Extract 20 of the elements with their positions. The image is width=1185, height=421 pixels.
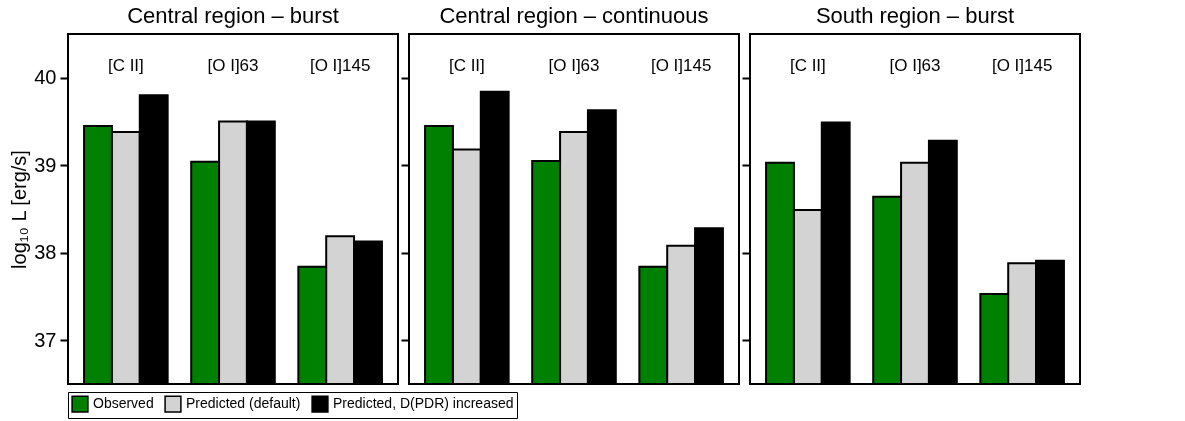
x-tick-label: [O I]63: [889, 55, 941, 75]
chart-title: Central region – continuous: [439, 3, 709, 28]
x-tick-label: [O I]63: [207, 55, 259, 75]
x-tick-label: [O I]145: [309, 55, 371, 75]
legend-label: Observed: [93, 395, 154, 412]
x-tick-label: [O I]145: [650, 55, 712, 75]
y-axis-title: log₁₀ L [erg/s]: [8, 150, 31, 269]
y-tick-label: 40: [34, 66, 57, 89]
x-tick-label: [C II]: [448, 55, 485, 75]
x-tick-label: [C II]: [107, 55, 144, 75]
legend-label: Predicted (default): [186, 395, 301, 412]
chart-title: South region – burst: [815, 3, 1015, 28]
x-tick-label: [O I]145: [991, 55, 1053, 75]
y-tick-label: 39: [34, 153, 57, 176]
chart-title: Central region – burst: [127, 3, 339, 28]
x-tick-label: [O I]63: [548, 55, 600, 75]
x-tick-label: [C II]: [789, 55, 826, 75]
y-tick-label: 38: [34, 241, 57, 264]
y-tick-label: 37: [34, 328, 57, 351]
legend-label: Predicted, D(PDR) increased: [333, 395, 514, 412]
